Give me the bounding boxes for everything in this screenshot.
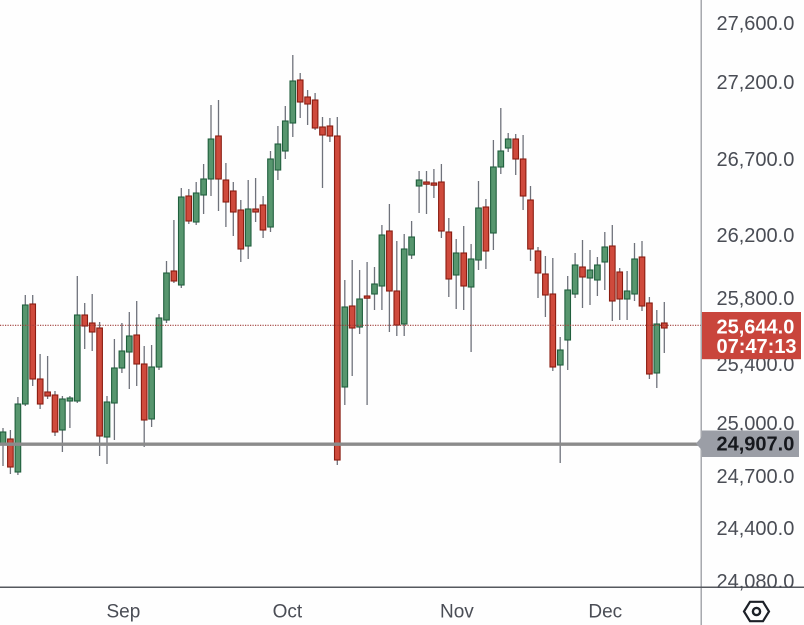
svg-text:Nov: Nov xyxy=(440,602,474,623)
svg-text:25,400.0: 25,400.0 xyxy=(717,354,795,376)
svg-text:27,600.0: 27,600.0 xyxy=(717,13,795,35)
svg-text:26,700.0: 26,700.0 xyxy=(717,149,795,171)
svg-text:24,400.0: 24,400.0 xyxy=(717,518,795,540)
svg-text:Oct: Oct xyxy=(273,602,303,623)
svg-text:24,080.0: 24,080.0 xyxy=(717,571,795,593)
svg-text:07:47:13: 07:47:13 xyxy=(717,336,797,358)
svg-text:25,000.0: 25,000.0 xyxy=(717,413,795,435)
svg-text:25,800.0: 25,800.0 xyxy=(717,288,795,310)
svg-text:26,200.0: 26,200.0 xyxy=(717,225,795,247)
svg-text:25,644.0: 25,644.0 xyxy=(717,317,795,339)
svg-text:27,200.0: 27,200.0 xyxy=(717,72,795,94)
svg-text:Dec: Dec xyxy=(588,602,622,623)
svg-text:Sep: Sep xyxy=(106,602,140,623)
svg-text:24,907.0: 24,907.0 xyxy=(717,434,795,456)
svg-text:24,700.0: 24,700.0 xyxy=(717,466,795,488)
